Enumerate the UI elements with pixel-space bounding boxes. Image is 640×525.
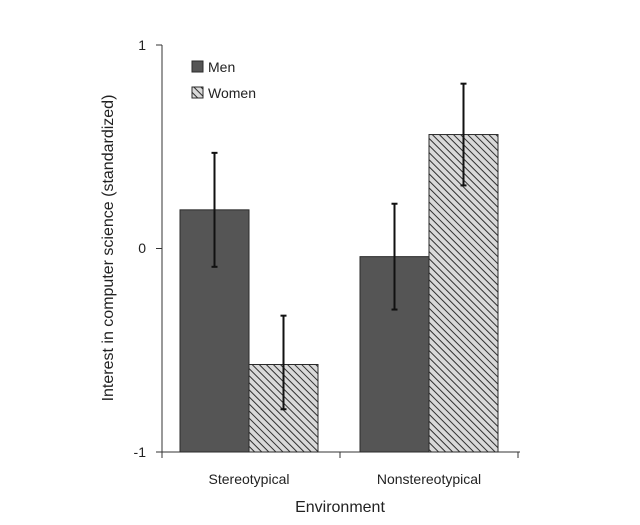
x-category-label-stereotypical: Stereotypical xyxy=(209,471,290,487)
legend-swatch-women xyxy=(191,86,204,99)
legend-label-men: Men xyxy=(208,59,235,75)
x-category-label-nonstereotypical: Nonstereotypical xyxy=(377,471,481,487)
y-tick-label-1: 1 xyxy=(138,37,146,53)
legend-swatch-men xyxy=(191,60,204,73)
error-bar-women-nonstereotypical xyxy=(460,82,467,187)
x-axis-title: Environment xyxy=(295,499,385,516)
y-tick-label-neg1: -1 xyxy=(134,444,147,460)
legend: Men Women xyxy=(191,59,256,101)
legend-label-women: Women xyxy=(208,85,256,101)
y-tick-label-0: 0 xyxy=(138,240,146,256)
error-bar-women-stereotypical xyxy=(280,314,287,411)
error-bar-men-nonstereotypical xyxy=(391,202,398,311)
bar-women-nonstereotypical xyxy=(428,134,499,453)
y-axis-title: Interest in computer science (standardiz… xyxy=(100,95,117,402)
error-bar-men-stereotypical xyxy=(211,151,218,268)
